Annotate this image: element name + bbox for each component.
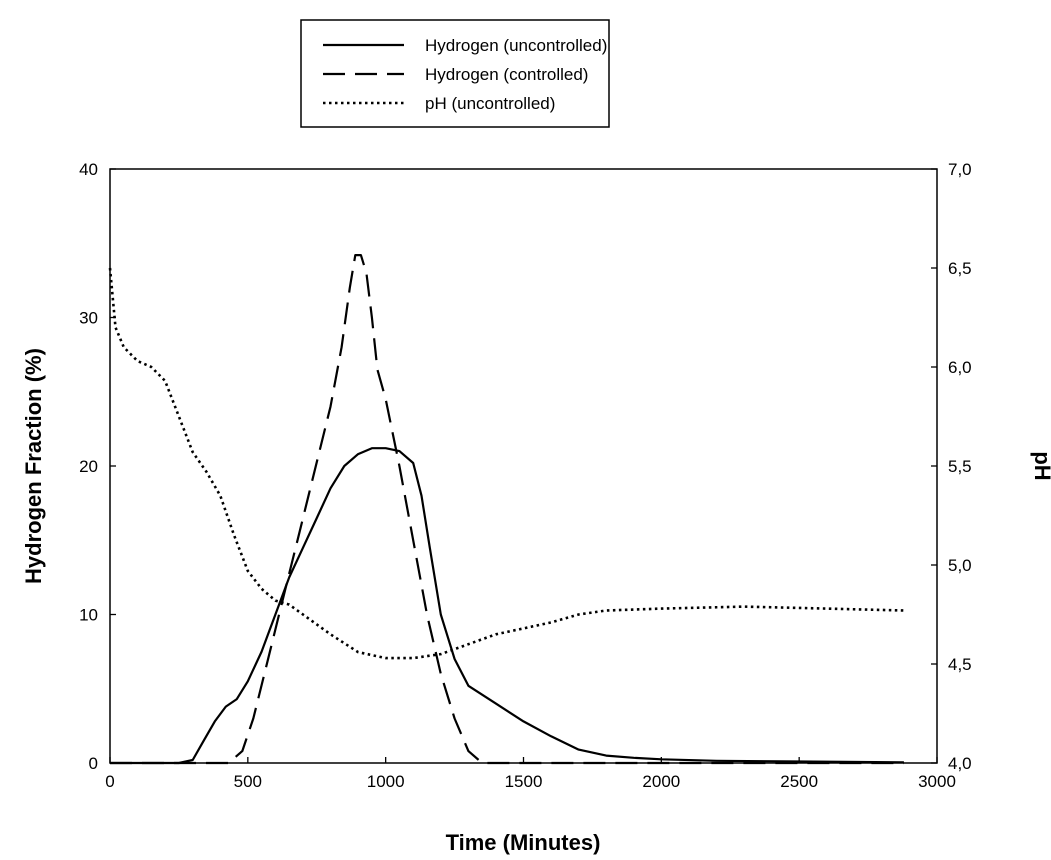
- y2-tick-label: 6,0: [948, 358, 972, 377]
- y-tick-label: 40: [79, 160, 98, 179]
- y-axis-title: Hydrogen Fraction (%): [21, 348, 46, 584]
- y-tick-label: 0: [89, 754, 98, 773]
- legend-label-hydrogen-controlled: Hydrogen (controlled): [425, 65, 588, 84]
- series-line-hydrogen-uncontrolled: [110, 447, 904, 765]
- y2-tick-label: 4,5: [948, 655, 972, 674]
- y2-axis-title: pH: [1030, 451, 1051, 480]
- series-line-ph-uncontrolled: [108, 267, 904, 660]
- y2-tick-label: 5,5: [948, 457, 972, 476]
- legend: Hydrogen (uncontrolled) Hydrogen (contro…: [300, 19, 610, 128]
- ticks: 0 500 1000 1500 2000 2500 3000 0 10 20 30 40 4,0 4,5 5…: [79, 160, 972, 791]
- y-tick-label: 30: [79, 309, 98, 328]
- legend-label-hydrogen-uncontrolled: Hydrogen (uncontrolled): [425, 36, 607, 55]
- x-tick-label: 2500: [780, 772, 818, 791]
- x-tick-label: 2000: [642, 772, 680, 791]
- legend-box: [300, 19, 610, 128]
- legend-label-ph-uncontrolled: pH (uncontrolled): [425, 94, 555, 113]
- axes: [109, 168, 938, 764]
- x-tick-label: 3000: [918, 772, 956, 791]
- plot-frame: [109, 168, 938, 764]
- x-axis-title: Time (Minutes): [446, 830, 601, 855]
- y2-tick-label: 6,5: [948, 259, 972, 278]
- series-line-hydrogen-controlled: [110, 254, 904, 765]
- x-tick-label: 1000: [367, 772, 405, 791]
- y-tick-label: 10: [79, 606, 98, 625]
- y2-tick-label: 4,0: [948, 754, 972, 773]
- y-tick-label: 20: [79, 457, 98, 476]
- x-tick-label: 1500: [505, 772, 543, 791]
- y2-tick-label: 5,0: [948, 556, 972, 575]
- series: [108, 254, 904, 765]
- y2-tick-label: 7,0: [948, 160, 972, 179]
- x-tick-label: 500: [234, 772, 262, 791]
- x-tick-label: 0: [105, 772, 114, 791]
